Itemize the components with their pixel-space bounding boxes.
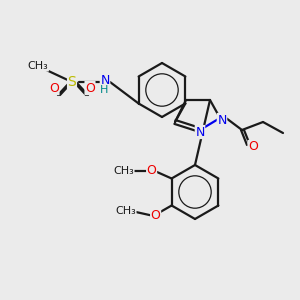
Text: N: N: [100, 74, 110, 86]
Text: CH₃: CH₃: [113, 166, 134, 176]
Text: N: N: [217, 113, 227, 127]
Text: O: O: [147, 164, 157, 177]
Text: H: H: [100, 85, 108, 95]
Text: O: O: [248, 140, 258, 154]
Text: N: N: [195, 125, 205, 139]
Text: S: S: [68, 75, 76, 89]
Text: O: O: [49, 82, 59, 94]
Text: CH₃: CH₃: [28, 61, 48, 71]
Text: O: O: [151, 209, 160, 222]
Text: O: O: [85, 82, 95, 94]
Text: CH₃: CH₃: [115, 206, 136, 217]
